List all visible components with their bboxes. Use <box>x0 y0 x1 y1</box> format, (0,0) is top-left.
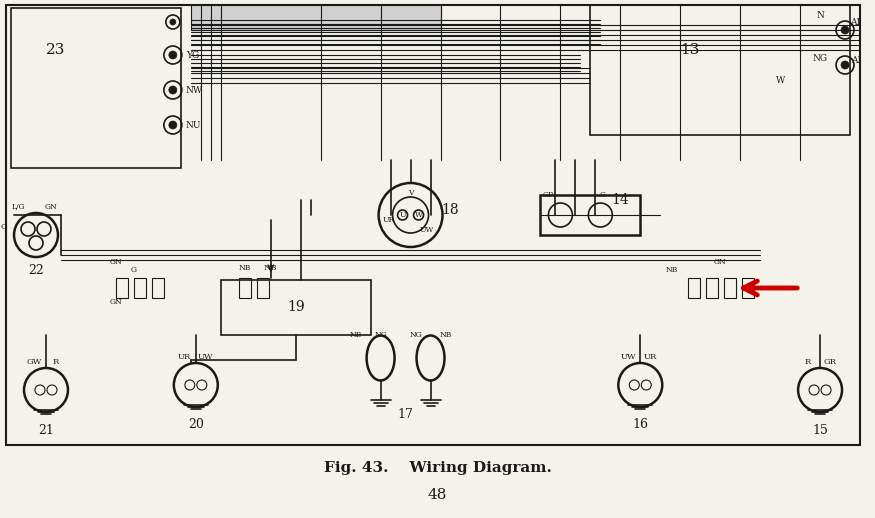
Text: NB: NB <box>239 264 251 272</box>
Text: V: V <box>408 189 413 197</box>
Text: AI: AI <box>850 18 860 26</box>
Circle shape <box>841 26 849 34</box>
Text: W: W <box>415 211 423 219</box>
Text: NB: NB <box>439 331 452 339</box>
Text: AI: AI <box>851 55 861 65</box>
Bar <box>256 278 269 298</box>
Text: 22: 22 <box>28 264 44 277</box>
Text: Fig. 43.    Wiring Diagram.: Fig. 43. Wiring Diagram. <box>324 461 551 475</box>
Text: UR: UR <box>178 353 191 361</box>
Text: GR: GR <box>823 358 836 366</box>
Text: 14: 14 <box>612 193 629 207</box>
Bar <box>191 5 440 30</box>
Circle shape <box>170 19 176 25</box>
Bar <box>152 278 164 298</box>
Circle shape <box>169 86 177 94</box>
Text: NG: NG <box>374 331 387 339</box>
Text: YG: YG <box>186 50 200 60</box>
Text: GN: GN <box>109 258 123 266</box>
Text: NG: NG <box>410 331 422 339</box>
Text: R: R <box>52 358 60 366</box>
Text: 20: 20 <box>188 419 204 431</box>
Text: L/G: L/G <box>11 203 24 211</box>
Text: G: G <box>131 266 136 274</box>
Text: GN: GN <box>45 203 58 211</box>
Text: 18: 18 <box>442 203 459 217</box>
Bar <box>541 195 640 235</box>
Text: NB: NB <box>264 264 277 272</box>
Text: NB: NB <box>666 266 678 274</box>
Text: GN: GN <box>109 298 123 306</box>
Text: UR: UR <box>644 353 657 361</box>
Text: GP: GP <box>542 191 554 199</box>
Text: G: G <box>1 223 7 231</box>
Text: R: R <box>805 358 811 366</box>
Circle shape <box>169 121 177 129</box>
Bar <box>689 278 700 298</box>
Text: 16: 16 <box>633 419 648 431</box>
Bar <box>706 278 718 298</box>
Text: NW: NW <box>186 85 203 94</box>
Text: NU: NU <box>186 121 201 130</box>
Circle shape <box>841 61 849 69</box>
Text: GN: GN <box>714 258 726 266</box>
Text: 13: 13 <box>681 43 700 57</box>
Text: 23: 23 <box>46 43 66 57</box>
Text: 17: 17 <box>397 409 414 422</box>
Bar <box>6 5 860 445</box>
Text: 21: 21 <box>38 424 54 437</box>
Bar <box>116 278 128 298</box>
Text: UW: UW <box>419 226 434 234</box>
Bar <box>742 278 754 298</box>
Bar <box>591 5 850 135</box>
Circle shape <box>169 51 177 59</box>
Text: UW: UW <box>620 353 636 361</box>
Bar <box>134 278 146 298</box>
Text: UW: UW <box>198 353 214 361</box>
Text: UR: UR <box>382 216 395 224</box>
Text: W: W <box>775 76 785 84</box>
Text: NB: NB <box>349 331 361 339</box>
Text: 19: 19 <box>287 300 304 314</box>
Text: 15: 15 <box>812 424 828 437</box>
Bar <box>724 278 736 298</box>
Text: N: N <box>816 10 824 20</box>
Bar <box>220 280 371 335</box>
Text: GW: GW <box>26 358 42 366</box>
Text: G: G <box>599 191 605 199</box>
Bar <box>11 8 181 168</box>
Text: 48: 48 <box>428 488 447 502</box>
Text: NG: NG <box>813 53 828 63</box>
Bar <box>239 278 251 298</box>
Text: U: U <box>399 211 406 219</box>
